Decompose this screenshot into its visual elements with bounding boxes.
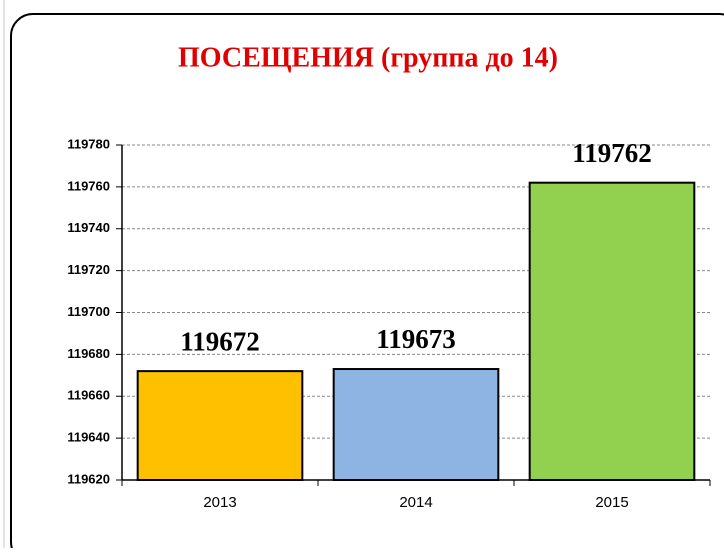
bar [332,368,500,481]
y-tick-label: 119780 [67,136,110,151]
bar [136,370,304,481]
x-tick-label: 2014 [399,494,432,511]
y-tick-label: 119680 [67,346,110,361]
y-tick-label: 119700 [67,304,110,319]
chart-title: ПОСЕЩЕНИЯ (группа до 14) [178,42,558,73]
y-tick-label: 119660 [67,388,110,403]
y-tick-label: 119720 [67,262,110,277]
x-tick-label: 2015 [595,494,628,511]
x-tick-label: 2013 [203,494,236,511]
data-label: 119673 [376,324,456,354]
y-tick-label: 119640 [67,430,110,445]
data-label: 119762 [572,138,652,168]
y-tick-label: 119760 [67,178,110,193]
bar [528,181,696,481]
data-label: 119672 [180,326,260,356]
y-tick-label: 119620 [67,471,110,486]
y-tick-label: 119740 [67,220,110,235]
